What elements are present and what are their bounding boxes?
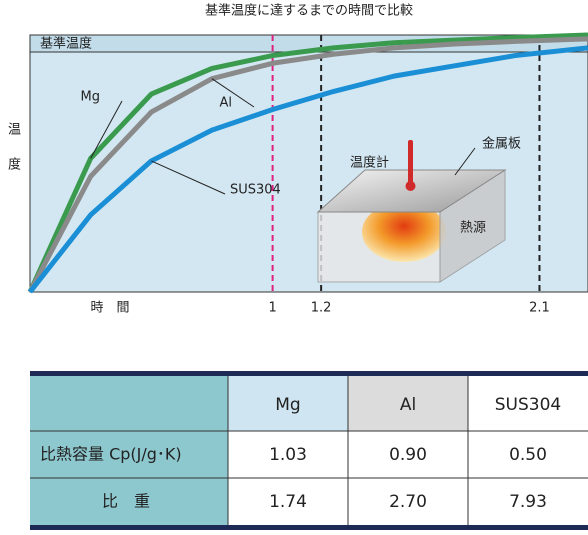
line-series	[27, 36, 588, 294]
table-cell: 1.74	[269, 492, 307, 512]
thermometer	[408, 140, 413, 185]
y-label: 度	[8, 157, 21, 173]
leader	[90, 100, 123, 159]
table-cell: 7.93	[509, 492, 547, 512]
table-cell: 1.03	[269, 445, 307, 465]
header-cell	[228, 376, 348, 431]
row-header: 比 重	[102, 492, 150, 511]
y-label: 温	[8, 123, 21, 138]
table-cell: 0.90	[389, 445, 427, 465]
table-border	[30, 371, 588, 376]
header-cell	[468, 376, 588, 431]
reference-label: 基準温度	[40, 36, 92, 52]
column-header: Al	[400, 395, 416, 415]
series-label: Al	[219, 96, 232, 111]
x-tick-label: 1	[268, 301, 276, 316]
line-series	[27, 32, 588, 294]
annotation: 温度計	[350, 155, 389, 171]
column-header: Mg	[275, 395, 300, 415]
table-grid	[30, 376, 588, 525]
annotation: 熱源	[460, 221, 486, 236]
x-tick-label: 2.1	[529, 301, 550, 316]
metal-plate	[316, 169, 507, 213]
heat-glow	[362, 202, 446, 262]
thermometer-bulb	[405, 181, 416, 191]
row-header-bg	[30, 376, 228, 525]
illustration: Mg Al SUS304	[81, 78, 281, 198]
header-cell	[348, 376, 468, 431]
leader	[151, 160, 226, 195]
line-series	[28, 45, 588, 294]
x-tick-label: 1.2	[311, 301, 332, 316]
leader	[454, 147, 476, 176]
table-border	[30, 525, 588, 530]
plot-area	[29, 34, 588, 293]
leader	[211, 78, 255, 108]
column-header: SUS304	[495, 395, 561, 415]
table-cell: 2.70	[389, 492, 427, 512]
chart-title: 基準温度に達するまでの時間で比較	[205, 3, 413, 19]
table: Mg Al SUS304 比熱容量 Cp(J/g･K) 1.03 0.90 0.50 比 重 1…	[40, 395, 561, 512]
series-label: SUS304	[230, 183, 281, 198]
illustration: 温度計 金属板 熱源	[316, 136, 521, 283]
series-label: Mg	[81, 90, 100, 105]
annotation: 金属板	[482, 136, 521, 152]
row-header: 比熱容量 Cp(J/g･K)	[40, 445, 182, 464]
x-label: 時 間	[90, 301, 129, 316]
table-cell: 0.50	[509, 445, 547, 465]
